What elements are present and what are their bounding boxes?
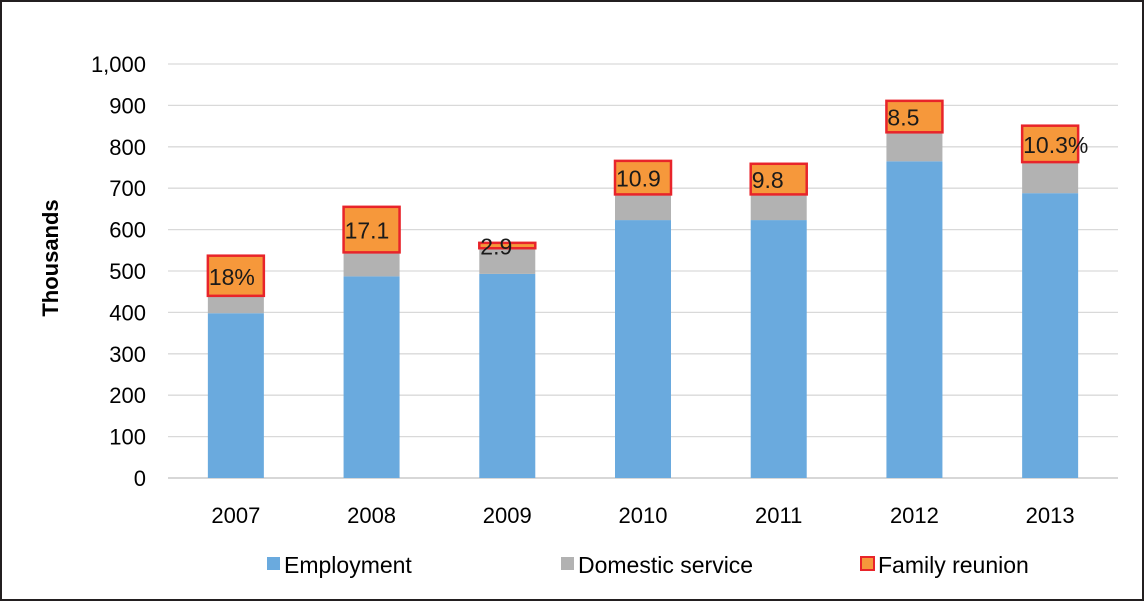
bar-domestic-service <box>750 194 807 221</box>
bars <box>206 99 1080 479</box>
legend-label: Family reunion <box>878 552 1029 578</box>
y-tick-label: 900 <box>109 93 146 118</box>
y-tick-label: 400 <box>109 300 146 325</box>
bar-family-reunion <box>342 205 401 254</box>
x-tick-label: 2009 <box>483 503 532 528</box>
y-tick-label: 600 <box>109 218 146 243</box>
data-label: 18% <box>209 264 255 290</box>
x-tick-label: 2010 <box>619 503 668 528</box>
y-tick-label: 700 <box>109 176 146 201</box>
x-tick-label: 2011 <box>755 503 802 528</box>
data-label: 10.9 <box>616 166 661 192</box>
legend-label: Domestic service <box>578 552 753 578</box>
bar-domestic-service <box>343 252 400 277</box>
legend-swatch <box>561 557 574 570</box>
x-tick-label: 2007 <box>211 503 260 528</box>
data-label: 9.8 <box>752 167 784 193</box>
bar-domestic-service <box>886 132 943 162</box>
bar-family-reunion <box>206 254 266 298</box>
y-tick-label: 0 <box>134 466 146 491</box>
legend-swatch <box>860 556 875 571</box>
y-tick-label: 200 <box>109 383 146 408</box>
bar-domestic-service <box>479 248 536 274</box>
bar-employment <box>479 273 536 478</box>
bar-domestic-service <box>615 194 671 221</box>
data-label: 2.9 <box>480 234 512 260</box>
x-tick-label: 2013 <box>1026 503 1075 528</box>
bar-family-reunion <box>478 241 537 250</box>
y-tick-label: 500 <box>109 259 146 284</box>
y-axis-title: Thousands <box>38 199 63 316</box>
bar-employment <box>343 276 400 478</box>
bar-family-reunion <box>613 159 673 196</box>
legend-swatch <box>267 557 280 570</box>
bar-employment <box>1022 193 1079 478</box>
bar-employment <box>615 220 671 478</box>
bar-family-reunion <box>885 99 944 134</box>
data-labels: 18% 17.1 2.9 10.9 9.8 8.5 10.3% <box>209 105 1089 290</box>
data-label: 8.5 <box>887 105 919 131</box>
y-tick-label: 800 <box>109 135 146 160</box>
bar-employment <box>207 313 264 478</box>
x-axis-ticks: 2007 2008 2009 2010 2011 2012 2013 <box>211 503 1074 528</box>
y-axis-ticks: 0 100 200 300 400 500 600 700 800 900 1,000 <box>91 52 146 491</box>
bar-family-reunion <box>749 162 808 196</box>
legend: Employment Domestic service Family reunion <box>267 552 1029 578</box>
data-label: 17.1 <box>345 218 390 244</box>
legend-label: Employment <box>284 552 412 578</box>
bar-employment <box>886 161 943 479</box>
y-tick-label: 300 <box>109 342 146 367</box>
x-tick-label: 2012 <box>890 503 939 528</box>
bar-employment <box>750 220 807 478</box>
bar-family-reunion <box>1020 124 1080 164</box>
x-tick-label: 2008 <box>347 503 396 528</box>
data-label: 10.3% <box>1023 132 1088 158</box>
y-tick-label: 100 <box>109 425 146 450</box>
y-tick-label: 1,000 <box>91 52 146 77</box>
bar-domestic-service <box>1022 162 1079 194</box>
bar-domestic-service <box>207 295 264 314</box>
